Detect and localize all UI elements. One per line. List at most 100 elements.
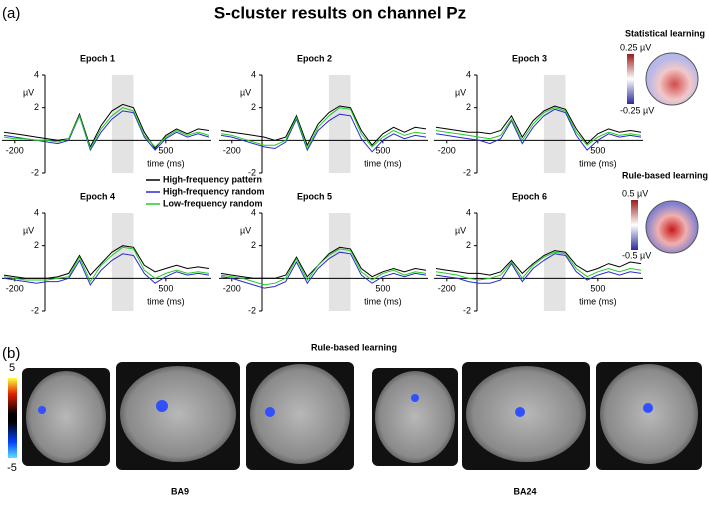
y-tick-label: -2	[463, 167, 471, 177]
colorbar-label: 5	[9, 362, 15, 374]
colorbar-label: 0.25 µV	[620, 42, 651, 52]
line-chart: -2 2 4 -200 500 µV time (ms) Epoch 6	[434, 191, 643, 315]
colorbar	[8, 378, 17, 458]
x-tick-label: 500	[590, 146, 605, 156]
legend-label: Low-frequency random	[163, 198, 263, 208]
topomap	[645, 200, 699, 254]
colorbar-label: -0.25 µV	[620, 105, 654, 115]
legend-label: High-frequency random	[163, 186, 265, 196]
panel-label: (a)	[2, 5, 20, 22]
y-axis-label: µV	[455, 87, 466, 97]
y-tick-label: 4	[34, 207, 39, 217]
chart-title: Epoch 4	[80, 191, 115, 201]
y-tick-label: 2	[466, 240, 471, 250]
y-tick-label: -2	[31, 167, 39, 177]
chart-title: Epoch 3	[512, 53, 547, 63]
series-line	[435, 250, 642, 276]
series-line	[220, 113, 427, 153]
x-axis-label: time (ms)	[147, 297, 185, 307]
series-line	[220, 246, 427, 279]
chart-title: Epoch 1	[80, 53, 115, 63]
y-tick-label: -2	[31, 305, 39, 315]
shaded-window	[543, 213, 566, 311]
chart-title: Epoch 2	[297, 53, 332, 63]
x-tick-label: 500	[158, 284, 173, 294]
x-tick-label: 500	[590, 284, 605, 294]
y-tick-label: 4	[251, 207, 256, 217]
colorbar-label: 0.5 µV	[622, 188, 648, 198]
x-tick-label: -200	[223, 284, 241, 294]
x-axis-label: time (ms)	[364, 159, 402, 169]
brain-slices	[22, 362, 702, 470]
x-axis-label: time (ms)	[579, 159, 617, 169]
y-tick-label: 4	[466, 207, 471, 217]
legend-label: High-frequency pattern	[163, 174, 262, 184]
series-line	[435, 108, 642, 151]
shaded-window	[543, 75, 566, 173]
x-tick-label: -200	[6, 284, 24, 294]
line-chart: -2 2 4 -200 500 µV time (ms) Epoch 5	[219, 191, 428, 315]
series-line	[3, 103, 210, 150]
line-chart: -2 2 4 -200 500 µV time (ms) Epoch 1	[2, 53, 211, 177]
shaded-window	[328, 213, 351, 311]
y-axis-label: µV	[455, 225, 466, 235]
shaded-window	[111, 213, 134, 311]
y-tick-label: 2	[34, 240, 39, 250]
series-line	[3, 110, 210, 152]
y-tick-label: 4	[251, 69, 256, 79]
x-tick-label: -200	[223, 146, 241, 156]
panel-label: (b)	[2, 345, 20, 362]
y-tick-label: 4	[466, 69, 471, 79]
brain-title: Rule-based learning	[311, 342, 397, 352]
series-line	[435, 107, 642, 146]
region-label: BA24	[513, 486, 536, 496]
y-tick-label: -2	[463, 305, 471, 315]
series-line	[220, 107, 427, 150]
y-tick-label: 4	[34, 69, 39, 79]
topomap-title: Rule-based learning	[622, 170, 708, 180]
y-axis-label: µV	[23, 87, 34, 97]
y-axis-label: µV	[240, 225, 251, 235]
series-line	[3, 246, 210, 283]
colorbar-label: -0.5 µV	[622, 250, 651, 260]
topomap-title: Statistical learning	[625, 28, 705, 38]
shaded-window	[111, 75, 134, 173]
y-tick-label: 2	[251, 240, 256, 250]
series-line	[220, 251, 427, 289]
x-tick-label: -200	[438, 284, 456, 294]
chart-title: Epoch 5	[297, 191, 332, 201]
y-tick-label: -2	[248, 167, 256, 177]
x-tick-label: -200	[438, 146, 456, 156]
line-chart: -2 2 4 -200 500 µV time (ms) Epoch 3	[434, 53, 643, 177]
figure-title: S-cluster results on channel Pz	[214, 3, 466, 22]
colorbar	[627, 54, 634, 104]
series-line	[3, 253, 210, 286]
y-tick-label: 2	[34, 102, 39, 112]
region-label: BA9	[171, 486, 189, 496]
x-axis-label: time (ms)	[147, 159, 185, 169]
x-tick-label: 500	[158, 146, 173, 156]
topomap	[645, 52, 699, 106]
y-tick-label: 2	[466, 102, 471, 112]
x-tick-label: 500	[375, 284, 390, 294]
series-line	[435, 253, 642, 284]
y-axis-label: µV	[23, 225, 34, 235]
x-tick-label: 500	[375, 146, 390, 156]
y-tick-label: 2	[251, 102, 256, 112]
series-line	[220, 248, 427, 286]
y-tick-label: -2	[248, 305, 256, 315]
line-chart: -2 2 4 -200 500 µV time (ms) Epoch 4	[2, 191, 211, 315]
y-axis-label: µV	[240, 87, 251, 97]
x-tick-label: -200	[6, 146, 24, 156]
series-line	[435, 251, 642, 281]
line-chart: -2 2 4 -200 500 µV time (ms) Epoch 2	[219, 53, 428, 177]
shaded-window	[328, 75, 351, 173]
series-line	[220, 105, 427, 147]
x-axis-label: time (ms)	[579, 297, 617, 307]
colorbar	[631, 200, 638, 250]
colorbar-label: -5	[7, 462, 17, 474]
series-line	[3, 107, 210, 150]
x-axis-label: time (ms)	[364, 297, 402, 307]
chart-title: Epoch 6	[512, 191, 547, 201]
